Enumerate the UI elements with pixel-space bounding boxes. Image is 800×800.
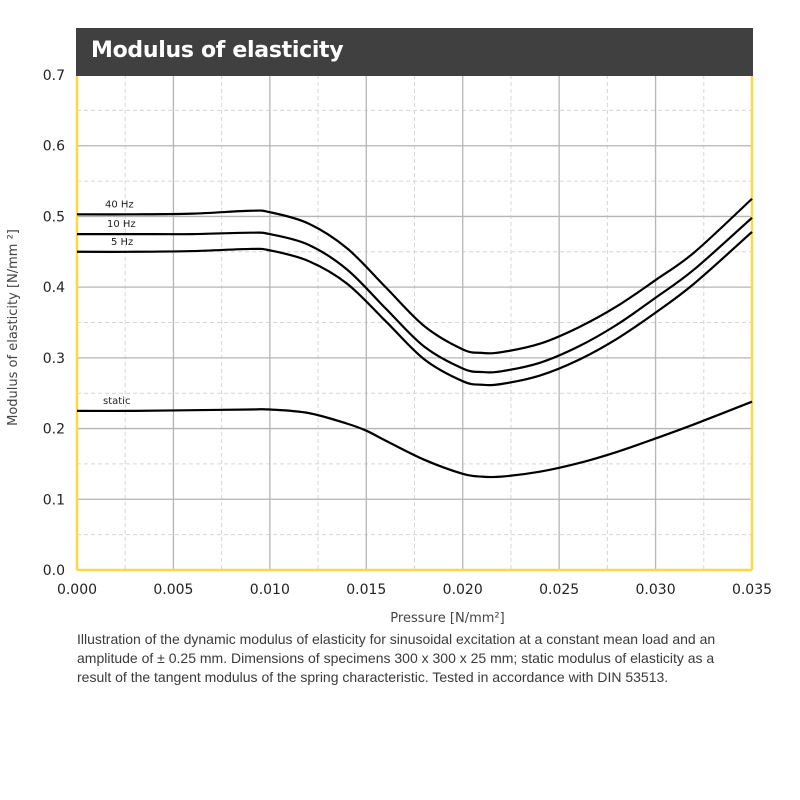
chart-title: Modulus of elasticity — [91, 38, 344, 63]
x-tick-label: 0.010 — [250, 582, 290, 598]
x-tick-label: 0.025 — [539, 582, 579, 598]
series-line-40-hz — [76, 197, 753, 355]
y-tick-label: 0.6 — [43, 139, 65, 155]
x-tick-label: 0.035 — [732, 582, 772, 598]
series-label-10-hz: 10 Hz — [107, 219, 136, 230]
x-tick-label: 0.015 — [346, 582, 386, 598]
y-tick-label: 0.2 — [43, 422, 65, 438]
x-tick-label: 0.030 — [636, 582, 676, 598]
x-tick-label: 0.005 — [153, 582, 193, 598]
y-tick-label: 0.7 — [43, 68, 65, 84]
x-tick-label: 0.000 — [57, 582, 97, 598]
y-tick-label: 0.1 — [43, 492, 65, 508]
x-tick-label: 0.020 — [443, 582, 483, 598]
series-line-static — [76, 400, 753, 479]
series-line-5-hz — [76, 231, 753, 387]
x-axis-label: Pressure [N/mm²] — [390, 611, 504, 626]
series-label-static: static — [103, 396, 130, 407]
y-tick-label: 0.0 — [43, 563, 65, 579]
chart-caption: Illustration of the dynamic modulus of e… — [77, 631, 716, 685]
series-label-5-hz: 5 Hz — [111, 237, 133, 248]
y-axis-label: Modulus of elasticity [N/mm ²] — [6, 229, 21, 426]
y-tick-label: 0.5 — [43, 209, 65, 225]
series-label-40-hz: 40 Hz — [105, 199, 134, 210]
y-tick-label: 0.4 — [43, 280, 65, 296]
y-tick-label: 0.3 — [43, 351, 65, 367]
title-bar: Modulus of elasticity — [76, 28, 753, 76]
series-line-10-hz — [76, 217, 753, 374]
